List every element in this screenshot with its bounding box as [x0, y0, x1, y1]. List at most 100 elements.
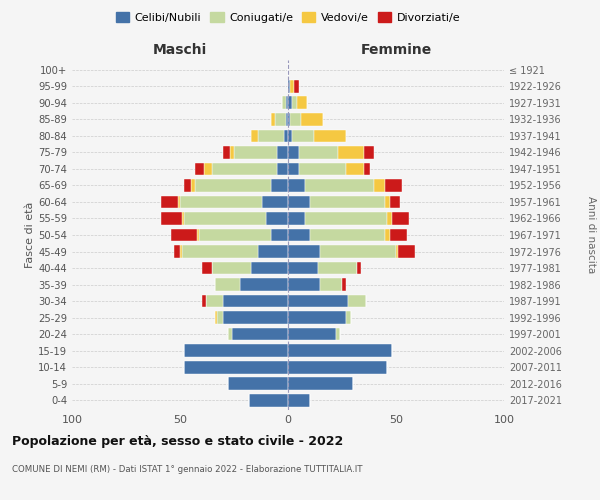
Bar: [227, 328, 232, 340]
Bar: [223, 311, 288, 324]
Bar: [202, 262, 212, 274]
Text: Maschi: Maschi: [153, 42, 207, 56]
Bar: [277, 146, 288, 159]
Bar: [184, 360, 288, 374]
Bar: [223, 146, 230, 159]
Bar: [288, 311, 346, 324]
Bar: [364, 162, 370, 175]
Bar: [385, 196, 389, 208]
Bar: [389, 228, 407, 241]
Bar: [251, 262, 288, 274]
Text: Anni di nascita: Anni di nascita: [586, 196, 596, 274]
Bar: [184, 212, 266, 225]
Bar: [197, 228, 199, 241]
Bar: [288, 228, 310, 241]
Bar: [305, 212, 388, 225]
Text: Popolazione per età, sesso e stato civile - 2022: Popolazione per età, sesso e stato civil…: [12, 435, 343, 448]
Bar: [288, 360, 388, 374]
Bar: [173, 245, 180, 258]
Bar: [271, 228, 288, 241]
Bar: [184, 179, 191, 192]
Bar: [288, 245, 320, 258]
Bar: [288, 344, 392, 357]
Bar: [241, 278, 288, 291]
Bar: [180, 196, 262, 208]
Bar: [284, 130, 288, 142]
Bar: [195, 162, 204, 175]
Bar: [212, 262, 251, 274]
Bar: [258, 245, 288, 258]
Bar: [262, 196, 288, 208]
Bar: [172, 228, 197, 241]
Bar: [342, 278, 346, 291]
Bar: [398, 245, 415, 258]
Bar: [310, 196, 385, 208]
Bar: [305, 179, 374, 192]
Bar: [338, 146, 364, 159]
Bar: [288, 196, 310, 208]
Bar: [288, 80, 290, 93]
Bar: [195, 179, 271, 192]
Bar: [392, 212, 409, 225]
Bar: [288, 394, 310, 406]
Bar: [234, 146, 277, 159]
Bar: [266, 212, 288, 225]
Bar: [314, 130, 346, 142]
Bar: [180, 245, 182, 258]
Text: Femmine: Femmine: [361, 42, 431, 56]
Bar: [288, 179, 305, 192]
Bar: [286, 96, 288, 110]
Bar: [292, 96, 296, 110]
Bar: [275, 113, 286, 126]
Bar: [374, 179, 385, 192]
Bar: [227, 377, 288, 390]
Bar: [288, 278, 320, 291]
Bar: [202, 294, 206, 308]
Bar: [296, 96, 307, 110]
Bar: [288, 212, 305, 225]
Bar: [271, 179, 288, 192]
Text: COMUNE DI NEMI (RM) - Dati ISTAT 1° gennaio 2022 - Elaborazione TUTTITALIA.IT: COMUNE DI NEMI (RM) - Dati ISTAT 1° genn…: [12, 465, 362, 474]
Bar: [230, 146, 234, 159]
Bar: [182, 212, 184, 225]
Bar: [290, 80, 295, 93]
Bar: [388, 212, 392, 225]
Bar: [223, 294, 288, 308]
Bar: [385, 179, 403, 192]
Bar: [204, 162, 212, 175]
Bar: [349, 294, 366, 308]
Bar: [396, 245, 398, 258]
Bar: [191, 179, 195, 192]
Bar: [215, 311, 217, 324]
Bar: [281, 96, 286, 110]
Bar: [389, 196, 400, 208]
Bar: [320, 278, 342, 291]
Y-axis label: Fasce di età: Fasce di età: [25, 202, 35, 268]
Bar: [232, 328, 288, 340]
Bar: [299, 162, 346, 175]
Legend: Celibi/Nubili, Coniugati/e, Vedovi/e, Divorziati/e: Celibi/Nubili, Coniugati/e, Vedovi/e, Di…: [112, 8, 464, 28]
Bar: [288, 130, 292, 142]
Bar: [249, 394, 288, 406]
Bar: [288, 328, 335, 340]
Bar: [161, 196, 178, 208]
Bar: [178, 196, 180, 208]
Bar: [161, 212, 182, 225]
Bar: [357, 262, 361, 274]
Bar: [288, 262, 318, 274]
Bar: [288, 146, 299, 159]
Bar: [271, 113, 275, 126]
Bar: [199, 228, 271, 241]
Bar: [215, 278, 241, 291]
Bar: [251, 130, 258, 142]
Bar: [320, 245, 396, 258]
Bar: [318, 262, 357, 274]
Bar: [301, 113, 323, 126]
Bar: [288, 162, 299, 175]
Bar: [288, 113, 290, 126]
Bar: [385, 228, 389, 241]
Bar: [217, 311, 223, 324]
Bar: [346, 311, 350, 324]
Bar: [206, 294, 223, 308]
Bar: [310, 228, 385, 241]
